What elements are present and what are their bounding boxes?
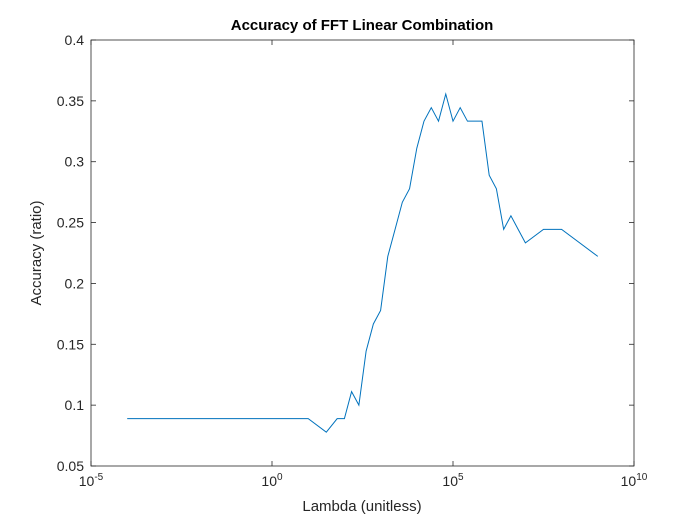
x-tick-label-exponent: 0 xyxy=(277,472,283,483)
y-tick-label: 0.3 xyxy=(65,154,85,170)
x-axis-label: Lambda (unitless) xyxy=(302,498,421,515)
x-tick-label: 10-5 xyxy=(79,472,104,489)
x-tick-label-exponent: 5 xyxy=(458,472,464,483)
x-tick-label: 105 xyxy=(442,472,464,489)
x-axis-ticks: 10-5 100 105 1010 xyxy=(79,40,648,489)
y-tick-label: 0.35 xyxy=(57,93,84,109)
x-tick-label-exponent: 10 xyxy=(636,472,648,483)
y-tick-label: 0.4 xyxy=(65,32,85,48)
x-tick-label-base: 10 xyxy=(261,473,277,489)
x-tick-label: 100 xyxy=(261,472,283,489)
x-tick-label-base: 10 xyxy=(79,473,95,489)
x-tick-label-base: 10 xyxy=(442,473,458,489)
chart-title: Accuracy of FFT Linear Combination xyxy=(231,17,494,34)
series-line xyxy=(127,92,599,433)
y-tick-label: 0.05 xyxy=(57,458,84,474)
x-tick-label-exponent: -5 xyxy=(94,472,103,483)
x-tick-label: 1010 xyxy=(621,472,648,489)
y-axis-label: Accuracy (ratio) xyxy=(28,200,45,305)
plot-area xyxy=(90,39,635,467)
y-tick-label: 0.2 xyxy=(65,275,85,291)
y-axis-ticks: 0.05 0.1 0.15 0.2 0.25 0.3 0.35 0.4 xyxy=(57,32,634,474)
y-tick-label: 0.15 xyxy=(57,336,84,352)
x-tick-label-base: 10 xyxy=(621,473,637,489)
y-tick-label: 0.1 xyxy=(65,397,85,413)
y-tick-label: 0.25 xyxy=(57,215,84,231)
